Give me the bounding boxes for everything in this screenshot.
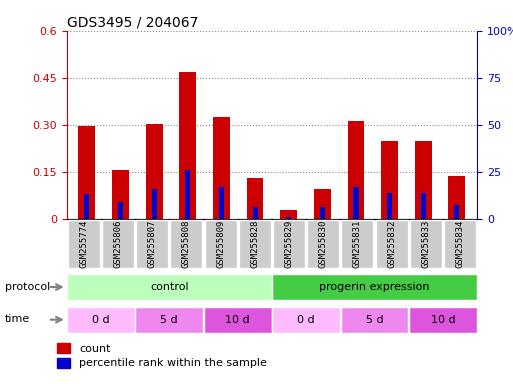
Bar [204,307,271,333]
Text: GSM255808: GSM255808 [182,220,191,268]
Bar [415,141,431,219]
Bar [102,220,134,268]
Bar [387,193,392,219]
Bar [320,207,325,219]
Text: GSM255774: GSM255774 [80,220,88,268]
Bar [78,126,95,219]
Text: 5 d: 5 d [161,314,178,325]
Text: GSM255831: GSM255831 [353,220,362,268]
Bar [68,220,100,268]
Text: GSM255834: GSM255834 [456,220,464,268]
Bar [455,205,460,219]
Bar [381,141,398,219]
Bar [252,207,258,219]
Bar [448,175,465,219]
Bar [409,307,477,333]
Bar [135,307,203,333]
Bar [170,220,203,268]
Text: control: control [150,282,189,292]
Bar [286,217,291,219]
Bar [67,274,271,300]
Bar [353,187,359,219]
Bar [146,124,163,219]
Text: GDS3495 / 204067: GDS3495 / 204067 [67,16,198,30]
Bar [118,202,123,219]
Bar [239,220,271,268]
Bar [247,178,264,219]
Text: 10 d: 10 d [225,314,250,325]
Bar [307,220,339,268]
Bar [67,307,135,333]
Text: GSM255807: GSM255807 [148,220,156,268]
Bar [348,121,364,219]
Text: GSM255833: GSM255833 [421,220,430,268]
Text: GSM255829: GSM255829 [285,220,293,268]
Bar [444,220,476,268]
Text: GSM255809: GSM255809 [216,220,225,268]
Bar [272,307,340,333]
Bar [314,189,331,219]
Bar [185,170,190,219]
Bar [219,187,224,219]
Bar [341,307,408,333]
Bar [421,193,426,219]
Text: GSM255828: GSM255828 [250,220,259,268]
Bar [272,274,477,300]
Text: 5 d: 5 d [366,314,383,325]
Bar [180,72,196,219]
Text: 0 d: 0 d [92,314,110,325]
Text: progerin expression: progerin expression [319,282,430,292]
Text: 10 d: 10 d [430,314,455,325]
Text: GSM255830: GSM255830 [319,220,328,268]
Bar [273,220,305,268]
Bar [376,220,408,268]
Text: GSM255806: GSM255806 [113,220,123,268]
Legend: count, percentile rank within the sample: count, percentile rank within the sample [57,343,267,368]
Text: protocol: protocol [5,282,50,292]
Bar [341,220,373,268]
Bar [112,170,129,219]
Bar [205,220,236,268]
Bar [152,189,156,219]
Bar [410,220,442,268]
Text: GSM255832: GSM255832 [387,220,396,268]
Bar [280,210,297,219]
Bar [213,117,230,219]
Text: 0 d: 0 d [297,314,315,325]
Bar [84,194,89,219]
Bar [136,220,168,268]
Text: time: time [5,314,30,324]
